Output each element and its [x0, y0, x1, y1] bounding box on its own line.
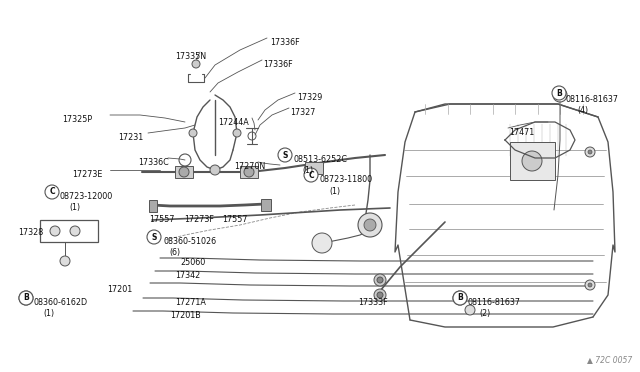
Circle shape	[192, 60, 200, 68]
Circle shape	[374, 274, 386, 286]
Circle shape	[453, 291, 467, 305]
Circle shape	[588, 150, 592, 154]
Circle shape	[312, 233, 332, 253]
Text: 17336C: 17336C	[138, 158, 169, 167]
Text: 17273F: 17273F	[184, 215, 214, 224]
Circle shape	[19, 291, 33, 305]
Circle shape	[23, 295, 29, 301]
Circle shape	[358, 213, 382, 237]
Circle shape	[278, 148, 292, 162]
Text: 17271A: 17271A	[175, 298, 206, 307]
Text: 17327: 17327	[290, 108, 316, 117]
Bar	[305, 162, 323, 174]
Text: 17557: 17557	[222, 215, 248, 224]
Circle shape	[377, 292, 383, 298]
Circle shape	[457, 295, 463, 301]
Bar	[175, 166, 193, 178]
Bar	[240, 166, 258, 178]
Bar	[149, 200, 157, 212]
Text: 17336F: 17336F	[270, 38, 300, 47]
Circle shape	[45, 185, 59, 199]
Bar	[40, 220, 98, 242]
Text: B: B	[23, 294, 29, 302]
Circle shape	[70, 226, 80, 236]
Text: 17273E: 17273E	[72, 170, 102, 179]
Text: (4): (4)	[577, 106, 588, 115]
Text: 17201B: 17201B	[170, 311, 201, 320]
Text: S: S	[282, 151, 288, 160]
Text: 08723-12000: 08723-12000	[60, 192, 113, 201]
Text: 17325P: 17325P	[62, 115, 92, 124]
Text: 17557: 17557	[149, 215, 175, 224]
Text: S: S	[151, 232, 157, 241]
Circle shape	[465, 305, 475, 315]
Circle shape	[557, 92, 563, 98]
Circle shape	[588, 283, 592, 287]
Text: 17270N: 17270N	[234, 162, 265, 171]
Circle shape	[364, 219, 376, 231]
Text: 17329: 17329	[297, 93, 323, 102]
Circle shape	[522, 151, 542, 171]
Text: (1): (1)	[69, 203, 80, 212]
Text: (1): (1)	[329, 187, 340, 196]
Text: (1): (1)	[302, 166, 313, 175]
Text: C: C	[308, 170, 314, 180]
Text: 08360-51026: 08360-51026	[163, 237, 216, 246]
Text: 17471: 17471	[509, 128, 534, 137]
Circle shape	[179, 167, 189, 177]
Text: (2): (2)	[479, 309, 490, 318]
Text: 08723-11800: 08723-11800	[320, 175, 373, 184]
Text: 08513-6252C: 08513-6252C	[293, 155, 347, 164]
Text: 17231: 17231	[118, 133, 143, 142]
Circle shape	[60, 256, 70, 266]
Circle shape	[189, 129, 197, 137]
Circle shape	[585, 147, 595, 157]
Text: 17342: 17342	[175, 271, 200, 280]
Circle shape	[552, 86, 566, 100]
Circle shape	[233, 129, 241, 137]
Bar	[261, 199, 271, 211]
Text: (6): (6)	[169, 248, 180, 257]
Bar	[510, 142, 555, 180]
Text: 17328: 17328	[18, 228, 44, 237]
Text: 17336F: 17336F	[263, 60, 292, 69]
Circle shape	[50, 226, 60, 236]
Text: B: B	[457, 294, 463, 302]
Circle shape	[244, 167, 254, 177]
Text: 17333F: 17333F	[358, 298, 388, 307]
Text: 17244A: 17244A	[218, 118, 249, 127]
Text: 08116-81637: 08116-81637	[565, 95, 618, 104]
Circle shape	[210, 165, 220, 175]
Text: ▲ 72C 0057: ▲ 72C 0057	[587, 355, 632, 364]
Circle shape	[585, 280, 595, 290]
Text: B: B	[556, 89, 562, 97]
Text: (1): (1)	[43, 309, 54, 318]
Text: C: C	[49, 187, 55, 196]
Text: 08116-81637: 08116-81637	[467, 298, 520, 307]
Text: 17335N: 17335N	[175, 52, 206, 61]
Text: 08360-6162D: 08360-6162D	[34, 298, 88, 307]
Text: 17201: 17201	[107, 285, 132, 294]
Circle shape	[374, 289, 386, 301]
Circle shape	[377, 277, 383, 283]
Circle shape	[304, 168, 318, 182]
Circle shape	[147, 230, 161, 244]
Text: 25060: 25060	[180, 258, 205, 267]
